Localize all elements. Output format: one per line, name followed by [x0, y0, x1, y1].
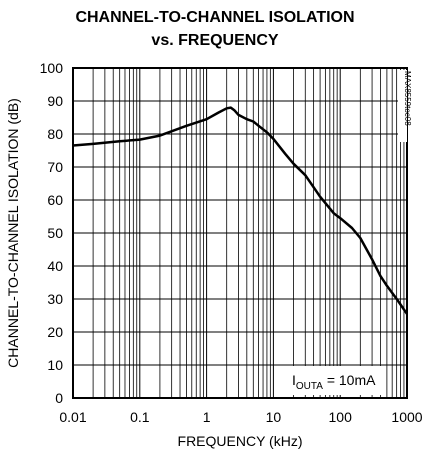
plot-frame [72, 67, 408, 399]
y-tick-label: 30 [47, 291, 63, 307]
y-tick-label: 20 [47, 324, 63, 340]
figure-code-background [398, 70, 407, 142]
current-annotation: IOUTA = 10mA [282, 366, 385, 395]
x-axis-label: FREQUENCY (kHz) [178, 433, 303, 449]
x-tick-label: 10 [266, 409, 282, 425]
y-tick-label: 40 [47, 258, 63, 274]
y-axis-label: CHANNEL-TO-CHANNEL ISOLATION (dB) [5, 98, 21, 368]
y-tick-label: 80 [47, 126, 63, 142]
x-tick-label: 100 [329, 409, 353, 425]
y-tick-label: 100 [40, 60, 64, 76]
annotation-text: IOUTA = 10mA [292, 372, 376, 392]
y-tick-label: 70 [47, 159, 63, 175]
chart-title-line-2: vs. FREQUENCY [151, 32, 278, 49]
x-tick-label: 0.01 [59, 409, 86, 425]
x-tick-label: 1000 [391, 409, 422, 425]
y-tick-label: 0 [55, 390, 63, 406]
figure-code: MAX8559toc08 [403, 71, 412, 126]
y-tick-label: 60 [47, 192, 63, 208]
x-tick-label: 1 [203, 409, 211, 425]
y-tick-label: 90 [47, 93, 63, 109]
x-tick-label: 0.1 [130, 409, 150, 425]
isolation-curve [72, 106, 409, 315]
y-tick-label: 10 [47, 357, 63, 373]
y-tick-label: 50 [47, 225, 63, 241]
annotation-background [282, 366, 385, 395]
grid-lines [72, 67, 407, 399]
chart-title-line-1: CHANNEL-TO-CHANNEL ISOLATION [75, 9, 354, 26]
tick-labels: 0.01 0.1 1 10 100 1000 0 10 20 30 40 50 60 70 80 90 100 [40, 60, 422, 425]
